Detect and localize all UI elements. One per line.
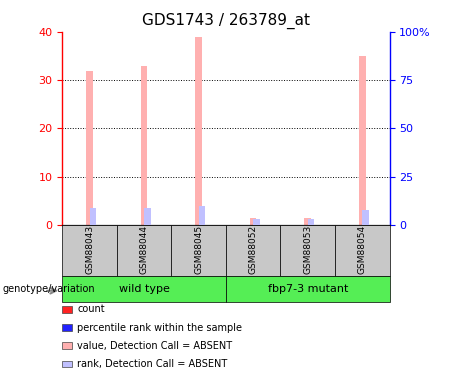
Text: GSM88043: GSM88043 (85, 225, 94, 274)
Bar (307, 219, 314, 225)
Title: GDS1743 / 263789_at: GDS1743 / 263789_at (142, 13, 310, 29)
Bar (117, 225, 171, 276)
Bar (250, 218, 256, 225)
Bar (362, 210, 369, 225)
Text: wild type: wild type (118, 284, 170, 294)
Text: GSM88045: GSM88045 (194, 225, 203, 274)
Text: value, Detection Call = ABSENT: value, Detection Call = ABSENT (77, 341, 232, 351)
Bar (62, 361, 72, 368)
Bar (89, 208, 96, 225)
Text: GSM88052: GSM88052 (248, 225, 258, 274)
Text: fbp7-3 mutant: fbp7-3 mutant (267, 284, 348, 294)
Text: GSM88054: GSM88054 (358, 225, 367, 274)
Text: genotype/variation: genotype/variation (2, 285, 95, 294)
Bar (171, 225, 226, 276)
Bar (226, 276, 390, 302)
Bar (86, 70, 93, 225)
Bar (144, 208, 151, 225)
Bar (226, 225, 280, 276)
Bar (62, 306, 72, 313)
Bar (304, 218, 311, 225)
Bar (62, 225, 117, 276)
Bar (62, 276, 226, 302)
Text: count: count (77, 304, 105, 315)
Bar (62, 342, 72, 349)
Bar (195, 37, 202, 225)
Text: GSM88053: GSM88053 (303, 225, 312, 274)
Bar (62, 324, 72, 331)
Bar (359, 56, 366, 225)
Bar (141, 66, 148, 225)
Bar (335, 225, 390, 276)
Bar (253, 219, 260, 225)
Text: percentile rank within the sample: percentile rank within the sample (77, 322, 242, 333)
Bar (280, 225, 335, 276)
Text: GSM88044: GSM88044 (140, 225, 148, 274)
Bar (199, 206, 205, 225)
Text: rank, Detection Call = ABSENT: rank, Detection Call = ABSENT (77, 359, 227, 369)
